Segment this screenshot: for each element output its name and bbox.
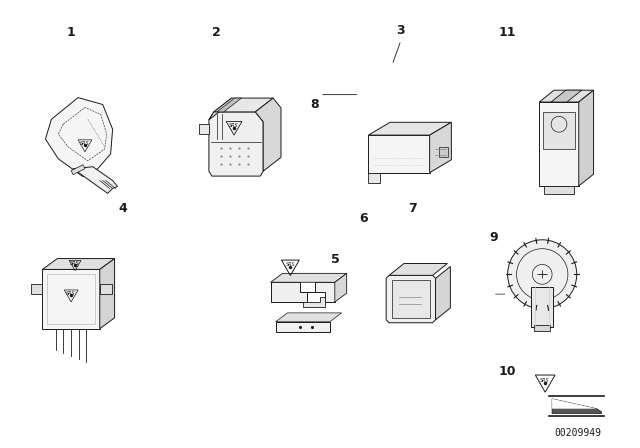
Polygon shape xyxy=(209,98,232,120)
FancyBboxPatch shape xyxy=(534,325,550,331)
Polygon shape xyxy=(42,258,115,269)
Polygon shape xyxy=(73,167,118,194)
Polygon shape xyxy=(199,124,209,134)
Polygon shape xyxy=(436,267,451,320)
Polygon shape xyxy=(579,90,593,186)
Text: 8: 8 xyxy=(311,98,319,111)
Polygon shape xyxy=(540,90,593,102)
Polygon shape xyxy=(389,263,447,276)
Polygon shape xyxy=(42,269,100,329)
Text: SRS: SRS xyxy=(80,141,90,146)
Polygon shape xyxy=(214,98,273,112)
FancyBboxPatch shape xyxy=(531,287,553,327)
Polygon shape xyxy=(369,135,429,172)
Text: 4: 4 xyxy=(118,202,127,215)
Text: 6: 6 xyxy=(359,211,368,224)
Polygon shape xyxy=(276,322,330,332)
Polygon shape xyxy=(100,284,111,294)
Polygon shape xyxy=(45,98,113,177)
Polygon shape xyxy=(271,273,347,282)
Text: 1: 1 xyxy=(67,26,76,39)
Text: 3: 3 xyxy=(397,24,405,37)
Polygon shape xyxy=(369,172,380,182)
Text: SRS: SRS xyxy=(285,262,295,267)
Polygon shape xyxy=(392,280,429,318)
Text: SRS: SRS xyxy=(229,123,239,128)
Circle shape xyxy=(508,240,577,309)
Polygon shape xyxy=(429,122,451,172)
Polygon shape xyxy=(303,297,325,307)
Polygon shape xyxy=(71,165,85,175)
Text: SRS: SRS xyxy=(70,261,80,266)
Polygon shape xyxy=(271,282,335,302)
Polygon shape xyxy=(335,273,347,302)
Text: 9: 9 xyxy=(490,231,498,244)
Text: 5: 5 xyxy=(332,253,340,266)
Polygon shape xyxy=(209,112,263,176)
Polygon shape xyxy=(369,122,451,135)
Text: 00209949: 00209949 xyxy=(554,428,601,439)
Polygon shape xyxy=(440,147,449,157)
Polygon shape xyxy=(276,313,342,322)
Polygon shape xyxy=(551,90,582,102)
Text: 2: 2 xyxy=(212,26,221,39)
Text: 7: 7 xyxy=(408,202,417,215)
Polygon shape xyxy=(217,98,241,112)
Polygon shape xyxy=(386,276,436,323)
Polygon shape xyxy=(552,399,602,414)
Text: SRS: SRS xyxy=(67,291,76,296)
Text: SRS: SRS xyxy=(540,378,550,383)
Text: 10: 10 xyxy=(499,365,516,378)
Polygon shape xyxy=(552,399,596,409)
Polygon shape xyxy=(100,258,115,329)
Text: 11: 11 xyxy=(499,26,516,39)
Polygon shape xyxy=(540,102,579,186)
Polygon shape xyxy=(255,98,281,171)
Polygon shape xyxy=(31,284,42,294)
Polygon shape xyxy=(544,186,574,194)
Polygon shape xyxy=(543,112,575,149)
